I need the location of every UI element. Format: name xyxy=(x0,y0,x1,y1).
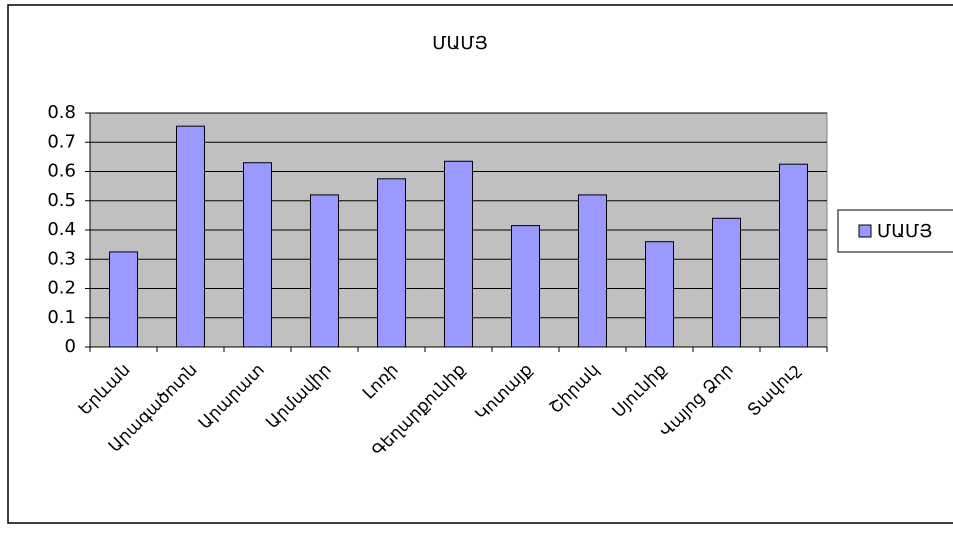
y-tick-label: 0.2 xyxy=(47,278,76,299)
bar xyxy=(243,162,272,348)
y-tick-label: 0.6 xyxy=(47,161,76,182)
bar xyxy=(310,194,339,348)
bar xyxy=(109,251,138,348)
bar xyxy=(645,241,674,348)
chart-title: ՄԱՄՅ xyxy=(432,33,487,54)
y-tick-label: 0.8 xyxy=(47,102,76,123)
y-tick-label: 0.3 xyxy=(47,248,76,269)
chart-border xyxy=(7,4,953,524)
bar xyxy=(377,178,406,348)
bar xyxy=(511,225,540,348)
legend-swatch xyxy=(858,224,872,238)
bar xyxy=(176,125,205,348)
bar xyxy=(444,160,473,348)
bar xyxy=(712,217,741,348)
y-tick-label: 0.1 xyxy=(47,307,76,328)
bar xyxy=(779,163,808,348)
y-tick-label: 0 xyxy=(65,336,76,357)
y-tick-label: 0.4 xyxy=(47,219,76,240)
y-tick-label: 0.7 xyxy=(47,131,76,152)
legend-label: ՄԱՄՅ xyxy=(877,221,932,242)
bar xyxy=(578,194,607,348)
y-tick-label: 0.5 xyxy=(47,190,76,211)
legend-box xyxy=(837,209,953,253)
